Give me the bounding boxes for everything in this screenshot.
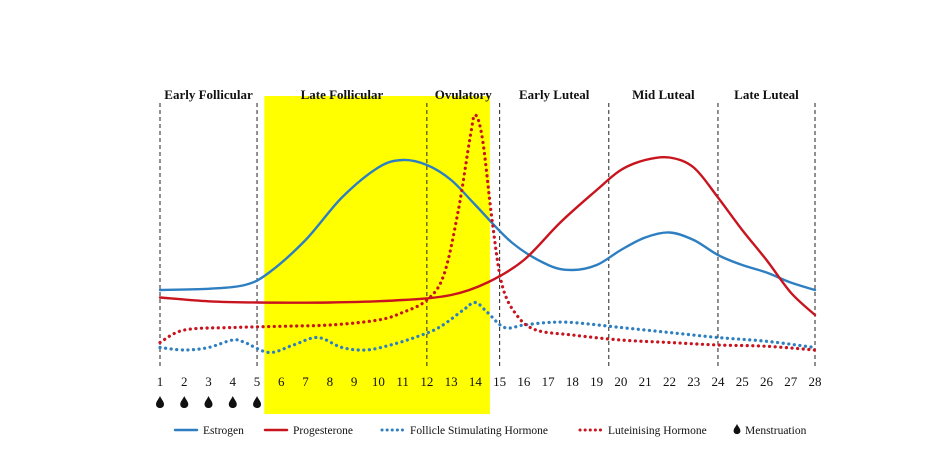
phase-label: Early Luteal [519,87,590,102]
x-tick-label: 23 [687,374,700,389]
highlight-band [264,96,490,414]
menstruation-drop-icon [180,396,189,408]
x-tick-label: 13 [445,374,458,389]
x-tick-label: 7 [302,374,309,389]
x-tick-label: 19 [590,374,603,389]
x-tick-label: 17 [542,374,556,389]
x-tick-label: 15 [493,374,506,389]
x-tick-label: 21 [639,374,652,389]
x-tick-label: 1 [157,374,164,389]
legend-label-estrogen: Estrogen [203,425,244,437]
phase-label: Mid Luteal [632,87,695,102]
estrogen-line [158,158,817,292]
phase-label: Ovulatory [435,87,493,102]
x-tick-label: 16 [517,374,531,389]
phase-label: Late Luteal [734,87,799,102]
x-tick-label: 18 [566,374,579,389]
x-tick-label: 14 [469,374,483,389]
x-tick-label: 11 [396,374,409,389]
x-tick-label: 25 [736,374,749,389]
x-tick-label: 22 [663,374,676,389]
legend-label-progesterone: Progesterone [293,425,353,437]
x-tick-label: 12 [420,374,433,389]
x-tick-label: 26 [760,374,774,389]
x-tick-label: 9 [351,374,358,389]
x-tick-label: 20 [614,374,627,389]
legend-label-follicle-stimulating-hormone: Follicle Stimulating Hormone [410,425,548,437]
x-tick-label: 6 [278,374,285,389]
progesterone-line [158,155,817,317]
luteinising-hormone-line [158,113,817,352]
x-tick-label: 2 [181,374,188,389]
x-tick-label: 27 [784,374,798,389]
menstruation-drop-icon [156,396,164,408]
menstruation-drop-icon [204,396,213,408]
legend-label-luteinising-hormone: Luteinising Hormone [608,425,707,437]
legend-label-menstruation: Menstruation [745,425,807,437]
x-tick-label: 5 [254,374,261,389]
phase-label: Early Follicular [164,87,253,102]
x-tick-label: 8 [327,374,334,389]
x-tick-label: 3 [205,374,212,389]
legend-menstruation-icon [733,423,741,435]
x-tick-label: 28 [809,374,822,389]
menstruation-drop-icon [253,396,262,408]
x-tick-label: 10 [372,374,385,389]
x-tick-label: 4 [230,374,237,389]
phase-label: Late Follicular [301,87,384,102]
menstruation-drop-icon [228,396,237,408]
x-tick-label: 24 [711,374,725,389]
follicle-stimulating-hormone-line [158,300,817,355]
